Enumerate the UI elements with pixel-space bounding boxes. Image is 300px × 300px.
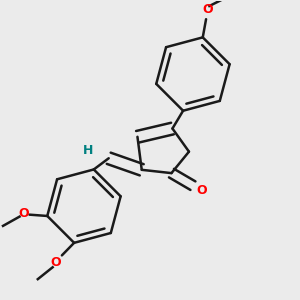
Text: O: O <box>202 3 213 16</box>
Text: O: O <box>51 256 61 269</box>
Text: H: H <box>83 145 93 158</box>
Text: O: O <box>18 207 29 220</box>
Text: O: O <box>196 184 206 197</box>
